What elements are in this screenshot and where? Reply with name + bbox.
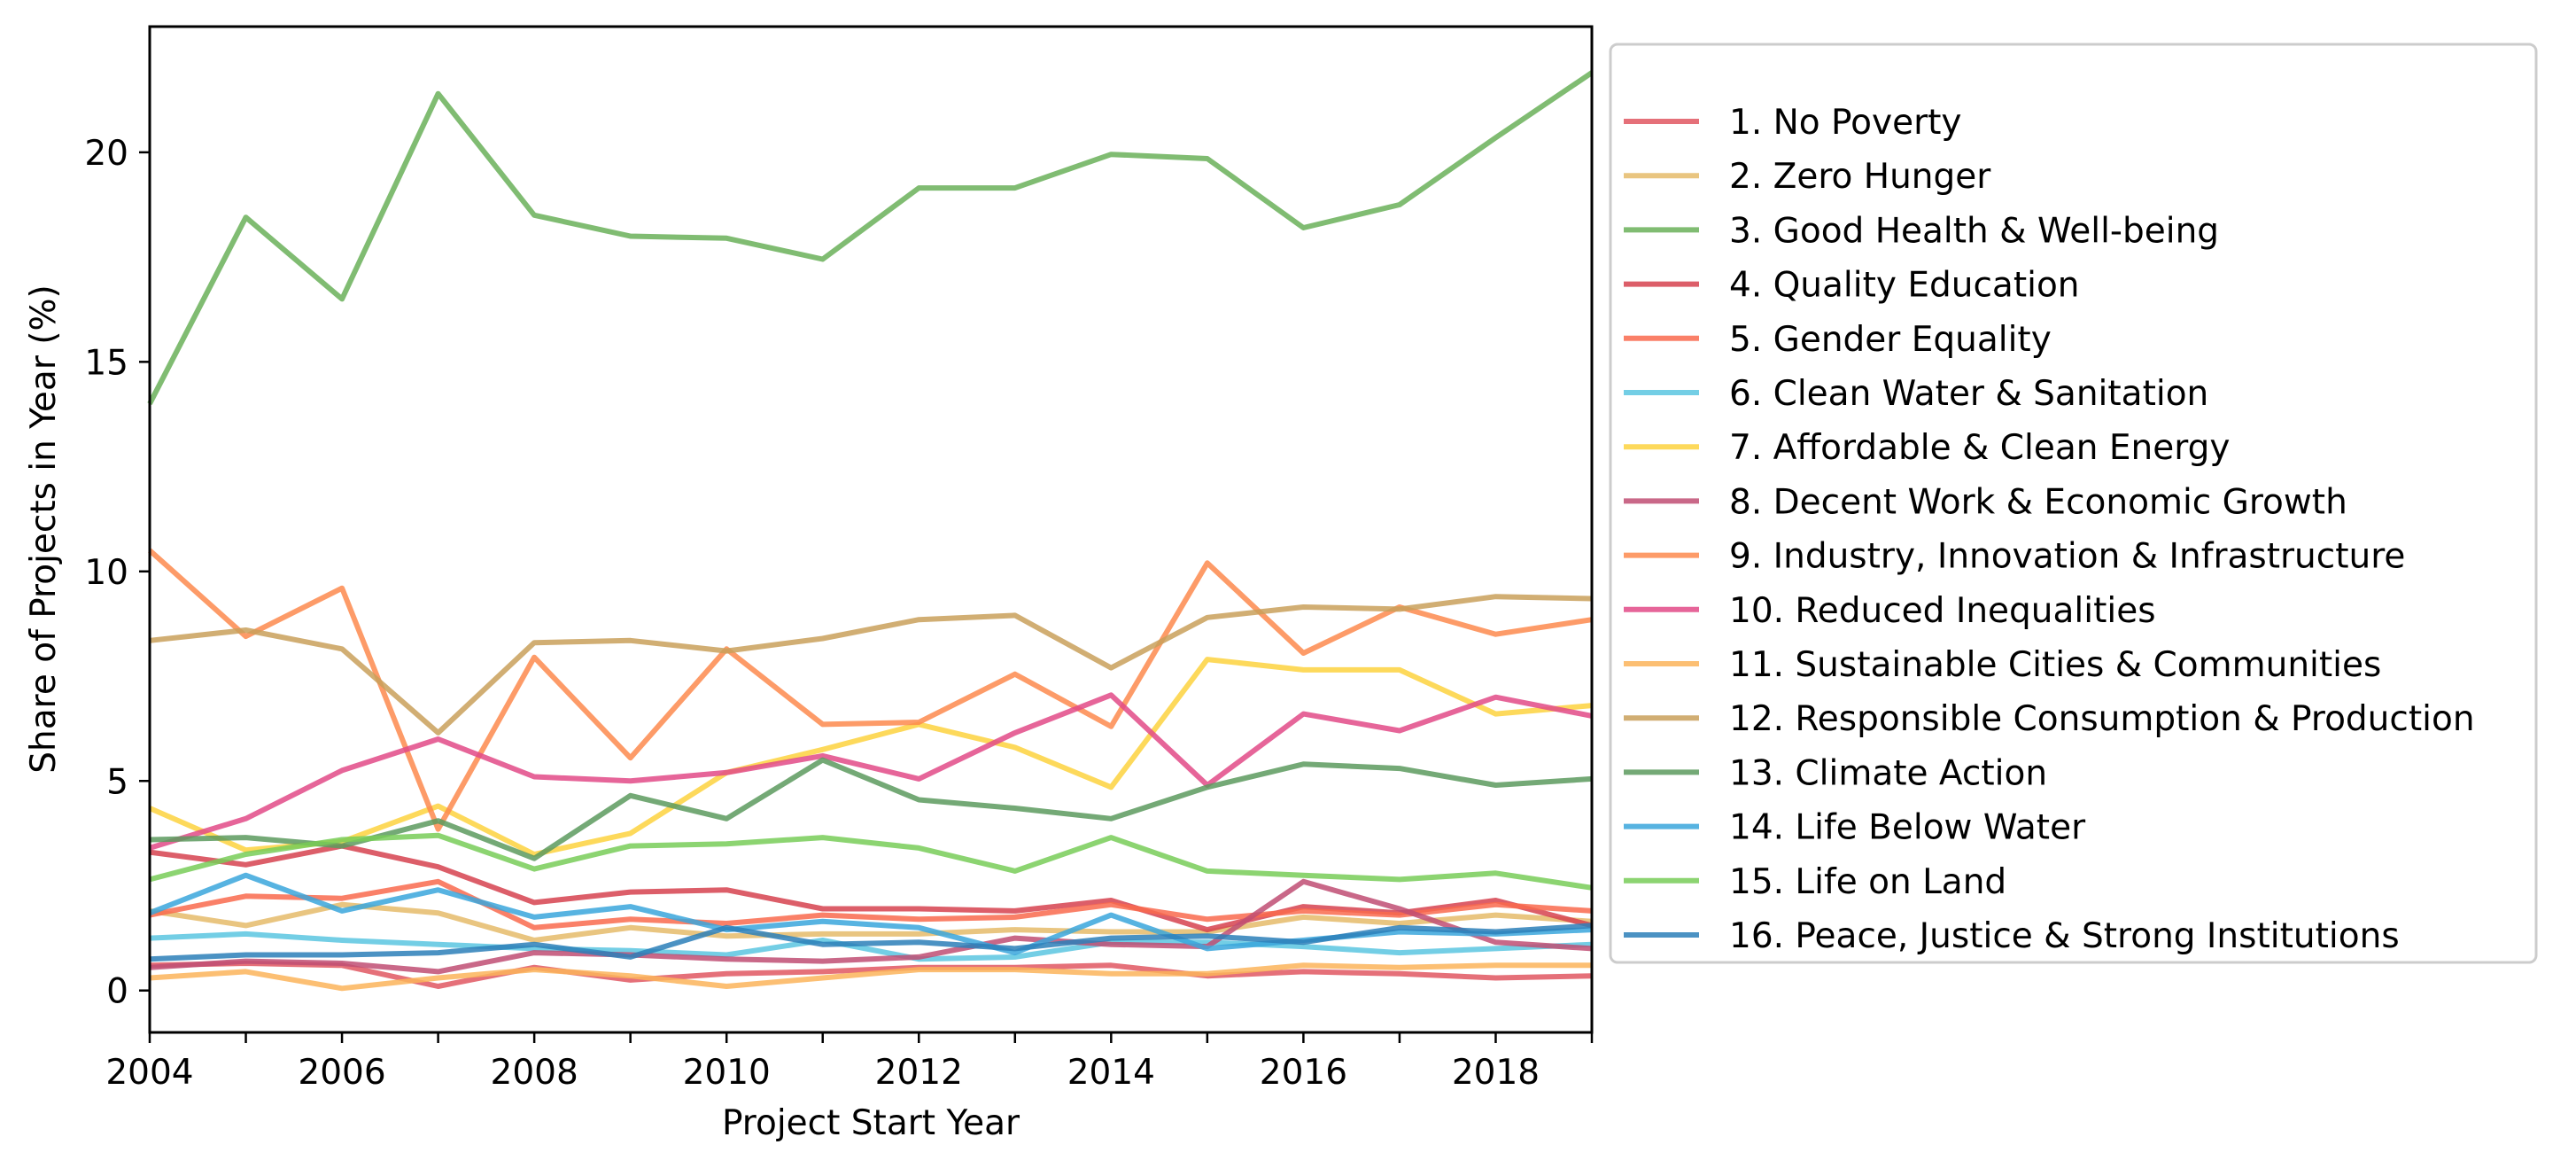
x-tick-label: 2012 bbox=[875, 1053, 963, 1093]
x-tick-label: 2008 bbox=[491, 1053, 578, 1093]
series-line-10 bbox=[149, 692, 1593, 851]
series-line-3 bbox=[147, 70, 1594, 405]
x-tick-label: 2004 bbox=[105, 1053, 193, 1093]
legend-label: 5. Gender Equality bbox=[1729, 320, 2052, 360]
legend-label: 13. Climate Action bbox=[1729, 753, 2047, 793]
series-line-13 bbox=[149, 757, 1593, 861]
y-tick-label: 10 bbox=[84, 553, 128, 593]
legend-entry: 1. No Poverty bbox=[1624, 103, 1962, 143]
legend-label: 4. Quality Education bbox=[1729, 266, 2080, 306]
legend-entry: 9. Industry, Innovation & Infrastructure bbox=[1624, 537, 2405, 577]
series-line-1 bbox=[149, 961, 1593, 989]
y-tick-label: 15 bbox=[84, 343, 128, 383]
series-line-5 bbox=[149, 878, 1593, 931]
legend-label: 12. Responsible Consumption & Production bbox=[1729, 699, 2475, 739]
legend-label: 2. Zero Hunger bbox=[1729, 157, 1991, 197]
legend-entry: 5. Gender Equality bbox=[1624, 320, 2052, 360]
legend: 1. No Poverty 2. Zero Hunger 3. Good Healt… bbox=[1609, 43, 2538, 964]
legend-entry: 4. Quality Education bbox=[1624, 266, 2080, 306]
legend-entry: 13. Climate Action bbox=[1624, 753, 2047, 793]
y-tick-label: 0 bbox=[106, 972, 128, 1012]
series-line-15 bbox=[149, 832, 1593, 891]
legend-label: 14. Life Below Water bbox=[1729, 808, 2086, 848]
series-line-7 bbox=[148, 657, 1593, 857]
legend-entry: 10. Reduced Inequalities bbox=[1624, 591, 2156, 631]
series-lines bbox=[147, 70, 1594, 992]
x-tick-label: 2006 bbox=[298, 1053, 385, 1093]
x-axis-ticks: 2004 2006 2008 2010 2012 2014 2016 2018 bbox=[105, 1032, 1594, 1093]
x-tick-label: 2014 bbox=[1067, 1053, 1155, 1093]
series-line-6 bbox=[149, 931, 1593, 962]
series-line-11 bbox=[149, 962, 1592, 992]
series-line-2 bbox=[149, 901, 1593, 943]
series-line-4 bbox=[149, 843, 1593, 933]
legend-box bbox=[1609, 43, 2538, 964]
legend-label: 11. Sustainable Cities & Communities bbox=[1729, 645, 2381, 685]
y-tick-label: 20 bbox=[84, 134, 128, 174]
legend-entry: 8. Decent Work & Economic Growth bbox=[1624, 482, 2347, 522]
legend-entry: 2. Zero Hunger bbox=[1624, 157, 1991, 197]
x-tick-label: 2010 bbox=[683, 1053, 771, 1093]
legend-entry: 12. Responsible Consumption & Production bbox=[1624, 699, 2475, 739]
legend-entry: 6. Clean Water & Sanitation bbox=[1624, 374, 2208, 414]
legend-label: 16. Peace, Justice & Strong Institutions bbox=[1729, 916, 2400, 956]
legend-label: 7. Affordable & Clean Energy bbox=[1729, 428, 2230, 468]
y-axis-ticks: 0 5 10 15 20 bbox=[84, 134, 150, 1012]
legend-entry: 16. Peace, Justice & Strong Institutions bbox=[1624, 916, 2400, 956]
plot-area-frame bbox=[148, 25, 1594, 1034]
x-tick-label: 2016 bbox=[1260, 1053, 1347, 1093]
y-axis-label: Share of Projects in Year (%) bbox=[24, 284, 64, 773]
legend-label: 1. No Poverty bbox=[1729, 103, 1962, 143]
series-line-16 bbox=[149, 923, 1593, 962]
legend-entry: 15. Life on Land bbox=[1624, 862, 2006, 902]
legend-entry: 14. Life Below Water bbox=[1624, 808, 2086, 848]
legend-label: 10. Reduced Inequalities bbox=[1729, 591, 2156, 631]
x-axis-label: Project Start Year bbox=[722, 1103, 1020, 1143]
legend-entry: 7. Affordable & Clean Energy bbox=[1624, 428, 2230, 468]
series-line-9 bbox=[148, 548, 1593, 832]
legend-label: 8. Decent Work & Economic Growth bbox=[1729, 482, 2347, 522]
legend-label: 15. Life on Land bbox=[1729, 862, 2006, 902]
legend-label: 3. Good Health & Well-being bbox=[1729, 211, 2219, 251]
series-line-12 bbox=[149, 594, 1593, 736]
series-line-8 bbox=[149, 878, 1593, 975]
legend-entry: 11. Sustainable Cities & Communities bbox=[1624, 645, 2381, 685]
x-tick-label: 2018 bbox=[1452, 1053, 1540, 1093]
y-tick-label: 5 bbox=[106, 762, 128, 802]
legend-label: 6. Clean Water & Sanitation bbox=[1729, 374, 2208, 414]
legend-entry: 3. Good Health & Well-being bbox=[1624, 211, 2219, 251]
legend-label: 9. Industry, Innovation & Infrastructure bbox=[1729, 537, 2405, 577]
